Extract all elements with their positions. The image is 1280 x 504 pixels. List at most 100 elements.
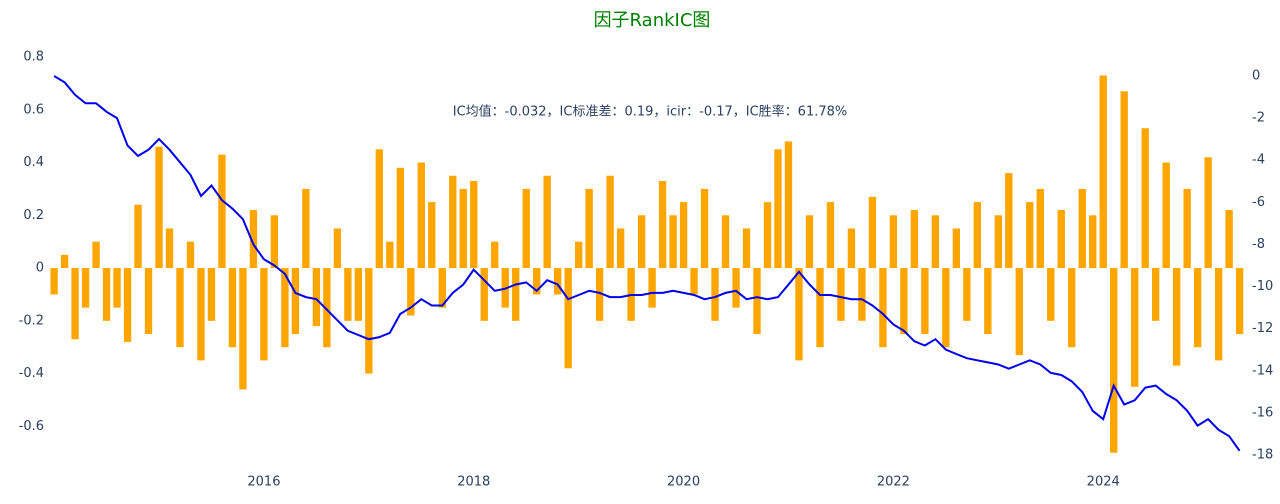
x-tick-label: 2024	[1087, 475, 1120, 490]
bar	[207, 268, 216, 321]
x-tick-label: 2018	[457, 475, 490, 490]
bar	[742, 228, 751, 269]
bar	[155, 146, 163, 269]
bar	[910, 210, 919, 269]
bar	[375, 149, 383, 269]
y-tick-label: 0.2	[23, 208, 44, 223]
bar	[700, 188, 709, 269]
x-tick-label: 2020	[667, 475, 700, 490]
bar	[952, 228, 961, 269]
bar	[1141, 128, 1149, 269]
y2-tick-label: -8	[1252, 237, 1265, 252]
bar	[407, 268, 415, 316]
y-tick-label: -0.4	[19, 366, 44, 381]
bar	[281, 268, 289, 348]
bar	[816, 268, 824, 348]
y-tick-label: 0.8	[23, 50, 44, 65]
bar	[984, 268, 992, 335]
bar	[1120, 91, 1128, 269]
line	[53, 75, 1241, 452]
bar	[1204, 157, 1212, 269]
bar	[1099, 75, 1107, 269]
bar	[1172, 268, 1181, 366]
bar	[1214, 268, 1223, 361]
y2-tick-label: -2	[1252, 111, 1265, 126]
bar	[354, 268, 363, 321]
bar	[616, 228, 625, 269]
bar	[543, 175, 551, 269]
bar	[1152, 268, 1160, 321]
bar	[249, 210, 258, 269]
bar	[102, 268, 111, 321]
bar	[92, 241, 100, 269]
bar	[323, 268, 331, 348]
bar	[291, 268, 300, 335]
bar	[879, 268, 887, 348]
bar	[512, 268, 520, 321]
bar	[564, 268, 572, 369]
bar	[491, 241, 499, 269]
bar	[302, 188, 310, 269]
bar	[942, 268, 950, 348]
bar	[428, 202, 436, 269]
bar	[774, 149, 782, 269]
bar	[186, 241, 195, 269]
bar	[459, 188, 467, 269]
bar	[386, 241, 394, 269]
bar	[847, 228, 856, 269]
bar	[344, 268, 352, 321]
bar	[396, 167, 404, 269]
bar	[606, 175, 614, 269]
x-tick-label: 2016	[247, 475, 280, 490]
bar	[889, 215, 898, 269]
chart-title: 因子RankIC图	[594, 10, 711, 31]
bar	[312, 268, 321, 327]
bar	[574, 241, 583, 269]
bar	[826, 202, 835, 269]
bar	[994, 215, 1002, 269]
bar	[260, 268, 268, 361]
bar	[123, 268, 132, 342]
bar	[858, 268, 866, 321]
y2-tick-label: -16	[1252, 405, 1273, 420]
y2-tick-label: -18	[1252, 448, 1273, 463]
bar	[1110, 268, 1118, 453]
y-tick-label: -0.2	[19, 313, 44, 328]
y2-tick-label: -4	[1252, 153, 1265, 168]
bar	[1015, 268, 1023, 356]
bar	[595, 268, 604, 321]
bar	[963, 268, 971, 321]
bar	[1235, 268, 1244, 335]
bar	[165, 228, 174, 269]
bar	[1078, 188, 1086, 269]
bar	[113, 268, 121, 308]
bar	[533, 268, 541, 295]
bar	[784, 141, 793, 269]
bar	[1225, 210, 1233, 269]
bar	[1162, 162, 1170, 269]
bar	[679, 202, 688, 269]
bar	[1005, 173, 1013, 269]
bar	[763, 202, 772, 269]
bar	[837, 268, 845, 321]
bar	[417, 162, 425, 269]
bar	[228, 268, 237, 348]
bar	[1131, 268, 1139, 387]
bar	[81, 268, 90, 308]
bar	[270, 215, 279, 269]
y-tick-label: 0.6	[23, 102, 44, 117]
bar	[1036, 188, 1044, 269]
annotation: IC均值：-0.032，IC标准差：0.19，icir：-0.17，IC胜率：6…	[453, 104, 848, 120]
bar	[805, 215, 814, 269]
bar	[197, 268, 205, 361]
bar	[585, 188, 593, 269]
bar	[795, 268, 803, 361]
bar	[239, 268, 247, 390]
bar	[1068, 268, 1076, 348]
y2-tick-label: 0	[1252, 68, 1260, 83]
bar	[480, 268, 488, 321]
bar	[1193, 268, 1202, 348]
bar	[1026, 202, 1034, 269]
bar	[134, 204, 142, 269]
bar	[176, 268, 184, 348]
